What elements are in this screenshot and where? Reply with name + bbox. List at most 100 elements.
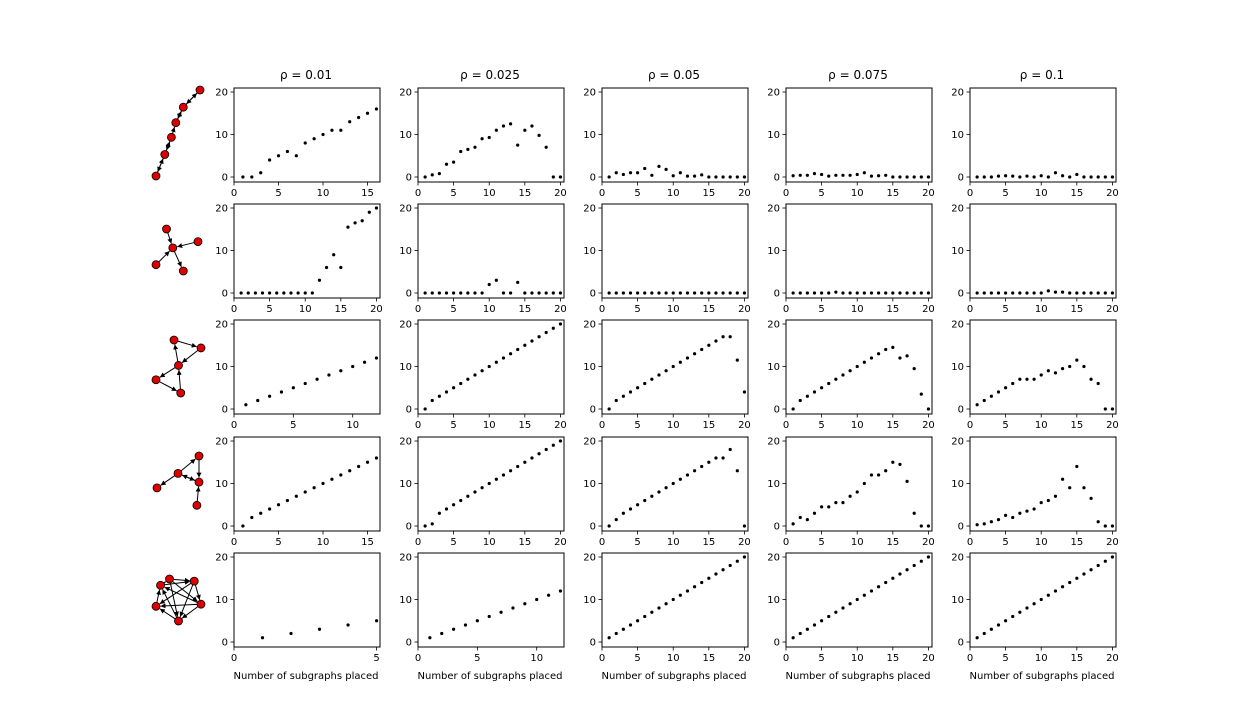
data-point (360, 219, 364, 223)
col-title-0: ρ = 0.01 (280, 68, 332, 82)
subplot-r0-c2: 0 10 20 0 5 10 15 20 (583, 87, 751, 199)
y-tick-label: 20 (215, 437, 228, 448)
data-point (742, 175, 747, 179)
motif-node (151, 171, 161, 181)
data-point (339, 128, 343, 132)
axes-frame (601, 203, 749, 299)
data-point (912, 563, 916, 568)
data-point (714, 175, 718, 179)
data-point (1089, 291, 1093, 295)
data-point (735, 358, 739, 362)
y-tick-label: 10 (583, 130, 596, 141)
axes-frame (785, 203, 933, 299)
motif-edge (156, 589, 161, 603)
motif-edge (160, 475, 175, 486)
data-point (700, 347, 704, 352)
data-point (1068, 364, 1072, 369)
y-tick-label: 0 (222, 173, 228, 184)
data-point (244, 403, 248, 407)
axes-frame (785, 87, 933, 183)
data-point (791, 522, 795, 526)
data-point (841, 373, 845, 377)
data-point (848, 291, 852, 295)
motif-chain (151, 85, 205, 181)
data-point (537, 452, 541, 456)
y-tick-label: 0 (590, 405, 596, 416)
y-tick-label: 20 (951, 204, 964, 215)
y-tick-label: 20 (399, 553, 412, 564)
data-point (494, 477, 498, 481)
data-point (650, 377, 654, 381)
data-point (466, 494, 470, 498)
data-point (1046, 593, 1050, 597)
data-point (664, 291, 668, 295)
data-point (256, 398, 260, 403)
x-tick-label: 10 (483, 420, 496, 431)
data-point (558, 589, 563, 593)
data-point (1096, 291, 1100, 295)
data-point (530, 291, 534, 295)
x-tick-label: 15 (702, 653, 715, 664)
y-tick-label: 20 (951, 320, 964, 331)
data-point (537, 291, 541, 295)
data-point (423, 175, 427, 179)
y-tick-label: 0 (774, 638, 780, 649)
subplot-r2-c3: 0 10 20 0 5 10 15 20 (767, 319, 935, 431)
motif-edge (173, 577, 190, 583)
motif-node (165, 574, 174, 584)
axes-frame (417, 436, 565, 532)
data-point (621, 394, 625, 398)
data-point (678, 593, 682, 597)
subplot-r4-c2: 0 10 20 0 5 10 15 20 (583, 552, 751, 664)
data-point (820, 386, 824, 390)
data-point (643, 291, 647, 295)
x-tick-label: 20 (738, 653, 751, 664)
y-tick-label: 0 (406, 289, 412, 300)
data-point (332, 253, 336, 257)
data-point (996, 174, 1001, 178)
data-point (614, 171, 618, 175)
data-point (912, 291, 916, 295)
data-point (650, 610, 654, 614)
data-point (628, 171, 633, 175)
data-point (1075, 576, 1079, 580)
data-point (1082, 291, 1086, 295)
data-point (241, 524, 245, 528)
data-point (827, 381, 831, 386)
data-point (671, 291, 675, 295)
data-point (558, 322, 563, 326)
x-tick-label: 5 (818, 304, 824, 315)
data-point (339, 265, 343, 270)
x-label-4: Number of subgraphs placed (970, 671, 1115, 682)
data-point (834, 377, 838, 381)
x-tick-label: 10 (483, 188, 496, 199)
data-point (707, 576, 711, 580)
y-tick-label: 10 (767, 479, 780, 490)
data-point (678, 291, 682, 295)
data-point (714, 339, 718, 343)
y-tick-label: 20 (583, 437, 596, 448)
data-point (374, 619, 379, 623)
data-point (884, 347, 888, 352)
x-label-1: Number of subgraphs placed (418, 671, 563, 682)
y-tick-label: 10 (951, 595, 964, 606)
y-tick-label: 20 (215, 320, 228, 331)
data-point (324, 265, 329, 270)
data-point (714, 456, 718, 460)
data-point (735, 559, 739, 563)
x-tick-label: 0 (415, 304, 421, 315)
data-point (898, 356, 902, 360)
data-point (820, 172, 824, 177)
data-point (508, 469, 513, 473)
x-axis-labels: Number of subgraphs placed Number of sub… (234, 671, 1115, 682)
data-point (516, 280, 520, 284)
data-point (805, 627, 809, 631)
data-point (551, 326, 555, 330)
data-point (430, 173, 434, 177)
data-point (268, 394, 272, 398)
axes-frame (233, 203, 381, 299)
y-tick-label: 0 (958, 522, 964, 533)
subplot-r2-c0: 0 10 20 0 5 10 (215, 319, 381, 431)
x-tick-label: 5 (1002, 304, 1008, 315)
